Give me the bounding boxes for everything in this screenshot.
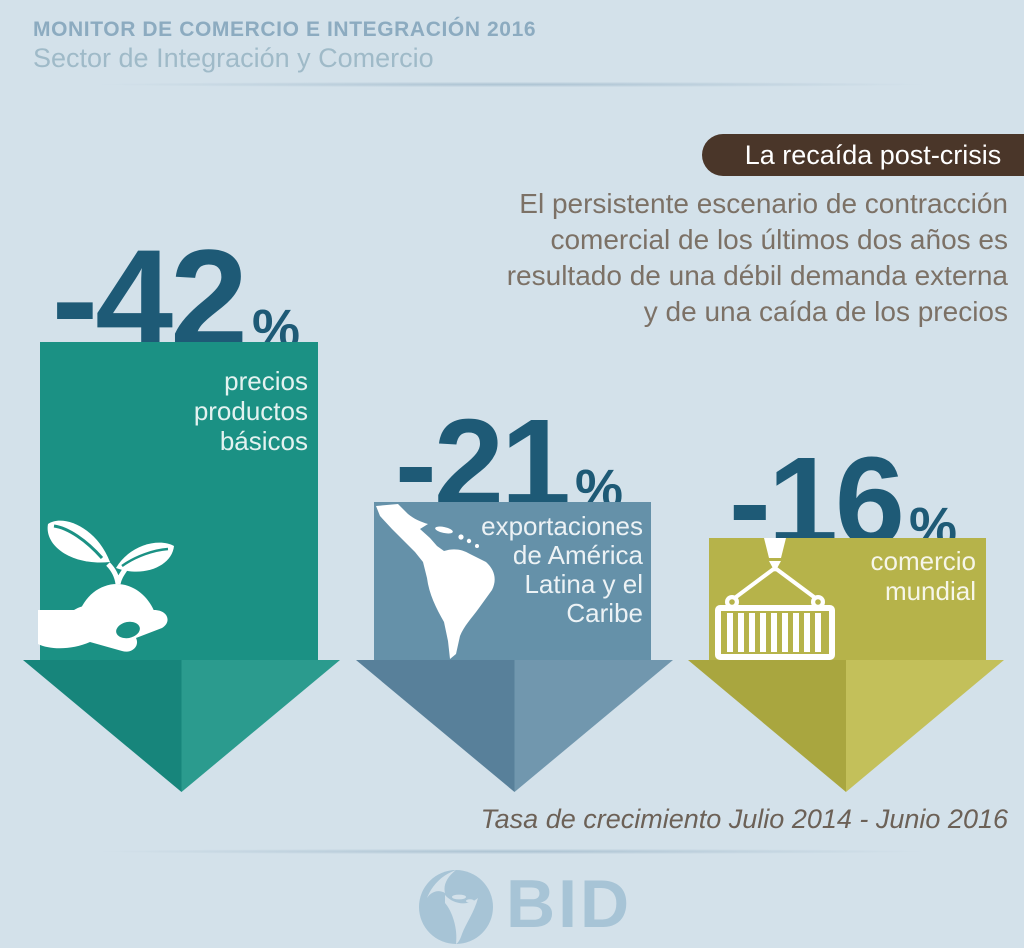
bid-logo-text: BID [506,866,633,942]
label-precios: precios productos básicos [193,366,308,456]
growth-rate-caption: Tasa de crecimiento Julio 2014 - Junio 2… [480,804,1008,834]
label-exportaciones: exportaciones de América Latina y el Car… [481,511,643,628]
topic-badge-label: La recaída post-crisis [744,139,1002,170]
label-comercio: comercio mundial [870,546,976,606]
topic-badge: La recaída post-crisis [702,134,1024,176]
report-title: MONITOR DE COMERCIO E INTEGRACIÓN 2016 [33,18,537,41]
latin-america-map-icon [376,504,495,659]
arrowhead-precios [23,660,340,792]
footer-divider [0,848,1024,855]
bid-globe-icon [419,870,493,944]
arrow-body-comercio [709,538,986,660]
header-divider [0,81,1024,88]
container-crane-icon [715,538,835,660]
arrowhead-comercio [688,660,1004,792]
hand-plant-icon [38,520,174,652]
arrowhead-exportaciones [356,660,673,792]
report-subtitle: Sector de Integración y Comercio [33,43,434,73]
intro-paragraph: El persistente escenario de contracción … [506,188,1008,327]
